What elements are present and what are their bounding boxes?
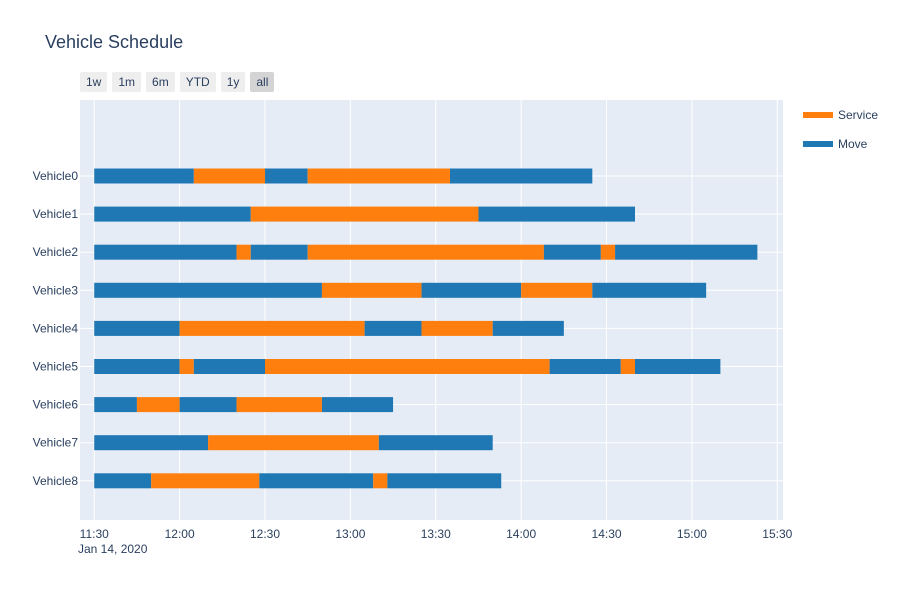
bar-move <box>592 282 707 298</box>
bar-move <box>94 473 152 489</box>
y-tick-label: Vehicle6 <box>33 398 79 412</box>
bar-service <box>600 244 616 260</box>
bar-move <box>387 473 502 489</box>
range-selector: 1w 1m 6m YTD 1y all <box>80 72 275 92</box>
bar-service <box>620 359 635 374</box>
bar-move <box>450 168 593 184</box>
bar-service <box>307 168 450 184</box>
bar-move <box>179 397 237 413</box>
legend-label-service[interactable]: Service <box>838 108 878 122</box>
bar-move <box>94 244 237 260</box>
bar-service <box>265 359 550 374</box>
x-tick-label: 14:00 <box>506 527 536 541</box>
bar-service <box>321 282 422 298</box>
y-tick-label: Vehicle2 <box>33 245 79 259</box>
bar-service <box>373 473 388 489</box>
bar-move <box>478 206 635 222</box>
x-tick-label: 15:00 <box>677 527 707 541</box>
x-tick-label: 12:30 <box>250 527 280 541</box>
bar-move <box>421 282 522 298</box>
bar-move <box>635 359 721 374</box>
bar-move <box>543 244 601 260</box>
x-tick-label: 15:30 <box>762 527 792 541</box>
range-button-6m[interactable]: 6m <box>146 72 175 92</box>
range-button-1w[interactable]: 1w <box>80 72 108 92</box>
bar-move <box>94 359 180 374</box>
chart-title: Vehicle Schedule <box>45 32 184 52</box>
bar-move <box>364 320 422 336</box>
bar-move <box>94 397 137 413</box>
bar-service <box>521 282 593 298</box>
bar-move <box>94 435 209 451</box>
bar-move <box>94 206 251 222</box>
x-tick-label: 14:30 <box>592 527 622 541</box>
bar-service <box>250 206 479 222</box>
bar-service <box>151 473 260 489</box>
y-tick-label: Vehicle4 <box>33 321 79 335</box>
x-tick-label: 13:30 <box>421 527 451 541</box>
y-tick-label: Vehicle5 <box>33 360 79 374</box>
range-button-1y[interactable]: 1y <box>220 72 246 92</box>
bar-move <box>94 282 322 298</box>
bar-service <box>307 244 544 260</box>
bar-move <box>94 168 194 184</box>
y-tick-label: Vehicle3 <box>33 283 79 297</box>
bar-move <box>378 435 493 451</box>
bar-move <box>492 320 564 336</box>
bar-move <box>549 359 621 374</box>
y-tick-label: Vehicle8 <box>33 474 79 488</box>
bar-service <box>421 320 493 336</box>
bar-service <box>136 397 180 413</box>
bar-move <box>94 320 180 336</box>
range-button-ytd[interactable]: YTD <box>179 72 216 92</box>
bar-move <box>193 359 265 374</box>
bar-service <box>236 244 251 260</box>
bar-move <box>265 168 308 184</box>
bar-service <box>236 397 322 413</box>
y-tick-label: Vehicle0 <box>33 169 79 183</box>
x-tick-label: 13:00 <box>335 527 365 541</box>
bar-service <box>208 435 379 451</box>
bar-move <box>321 397 394 413</box>
bar-service <box>179 359 194 374</box>
y-tick-label: Vehicle7 <box>33 436 79 450</box>
x-tick-label: 11:30 <box>80 527 109 541</box>
bar-move <box>259 473 374 489</box>
plot-background <box>80 100 783 520</box>
legend-label-move[interactable]: Move <box>838 137 868 151</box>
x-tick-label: 12:00 <box>165 527 195 541</box>
range-button-1m[interactable]: 1m <box>112 72 142 92</box>
x-date-label: Jan 14, 2020 <box>78 542 148 556</box>
bar-service <box>193 168 265 184</box>
bar-service <box>179 320 365 336</box>
range-button-all[interactable]: all <box>250 72 275 92</box>
bar-move <box>615 244 758 260</box>
y-tick-label: Vehicle1 <box>33 207 79 221</box>
bar-move <box>250 244 308 260</box>
